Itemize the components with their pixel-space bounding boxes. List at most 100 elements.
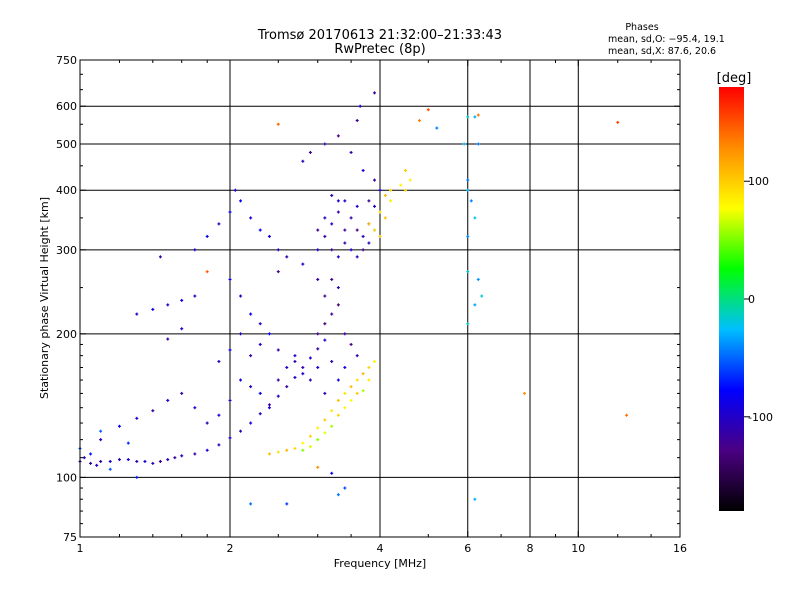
data-point [336,378,340,382]
data-point [373,359,377,363]
data-point [355,391,359,395]
data-point [135,416,139,420]
data-point [383,193,387,197]
data-point [217,359,221,363]
data-point [625,413,629,417]
data-points [78,91,629,506]
y-tick-label: 100 [56,471,77,484]
data-point [469,199,473,203]
data-point [217,413,221,417]
data-point [316,248,320,252]
data-point [466,178,470,182]
data-point [276,348,280,352]
data-point [249,421,253,425]
data-point [99,429,103,433]
data-point [258,322,262,326]
data-point [117,458,121,462]
data-point [205,448,209,452]
data-point [336,413,340,417]
data-point [367,199,371,203]
data-point [349,342,353,346]
chart-subtitle: RwPretec (8p) [334,42,425,57]
data-point [361,389,365,393]
data-point [343,228,347,232]
data-point [426,108,430,112]
data-point [336,134,340,138]
data-point [349,398,353,402]
colorbar-ticks: 100 0 -100 [744,175,773,424]
data-point [180,327,184,331]
data-point [308,434,312,438]
data-point [99,438,103,442]
data-point [355,204,359,208]
colorbar-unit: [deg] [717,71,752,86]
data-point [239,378,243,382]
colorbar-tick-label: 100 [748,175,769,188]
data-point [239,199,243,203]
data-point [249,216,253,220]
data-point [267,406,271,410]
data-point [301,365,305,369]
colorbar-gradient [719,87,744,511]
y-tick-label: 750 [56,54,77,67]
data-point [301,448,305,452]
data-point [336,398,340,402]
data-point [330,424,334,428]
data-point [276,248,280,252]
data-point [336,255,340,259]
data-point [336,210,340,214]
data-point [389,188,393,192]
data-point [343,332,347,336]
data-point [466,115,470,119]
data-point [301,262,305,266]
data-point [308,378,312,382]
data-point [276,394,280,398]
data-point [367,241,371,245]
data-point [285,385,289,389]
y-tick-label: 500 [56,138,77,151]
data-point [205,234,209,238]
stats-heading: Phases [625,22,658,33]
data-point [330,312,334,316]
data-point [473,497,477,501]
data-point [373,178,377,182]
y-axis-label: Stationary phase Virtual Height [km] [38,197,51,399]
data-point [108,467,112,471]
data-point [476,142,480,146]
data-point [378,188,382,192]
data-point [323,391,327,395]
chart-title: Tromsø 20170613 21:32:00–21:33:43 [257,28,502,43]
data-point [276,450,280,454]
data-point [95,463,99,467]
data-point [126,458,130,462]
x-tick-label: 16 [673,542,687,555]
data-point [205,421,209,425]
data-point [228,277,232,281]
colorbar-tick-label: -100 [748,411,773,424]
data-point [316,365,320,369]
data-point [373,204,377,208]
data-point [361,234,365,238]
data-point [158,255,162,259]
data-point [301,441,305,445]
y-tick-label: 400 [56,184,77,197]
data-point [316,228,320,232]
axis-ticks: 1 2 4 6 8 10 16 75 100 200 300 400 500 600 750 [56,54,687,555]
data-point [193,294,197,298]
data-point [323,431,327,435]
data-point [143,459,147,463]
data-point [403,188,407,192]
data-point [249,385,253,389]
data-point [355,354,359,358]
data-point [166,303,170,307]
data-point [228,398,232,402]
data-point [316,426,320,430]
data-point [361,372,365,376]
data-point [373,228,377,232]
data-point [173,456,177,460]
data-point [349,216,353,220]
data-point [323,322,327,326]
data-point [417,119,421,123]
data-point [249,312,253,316]
